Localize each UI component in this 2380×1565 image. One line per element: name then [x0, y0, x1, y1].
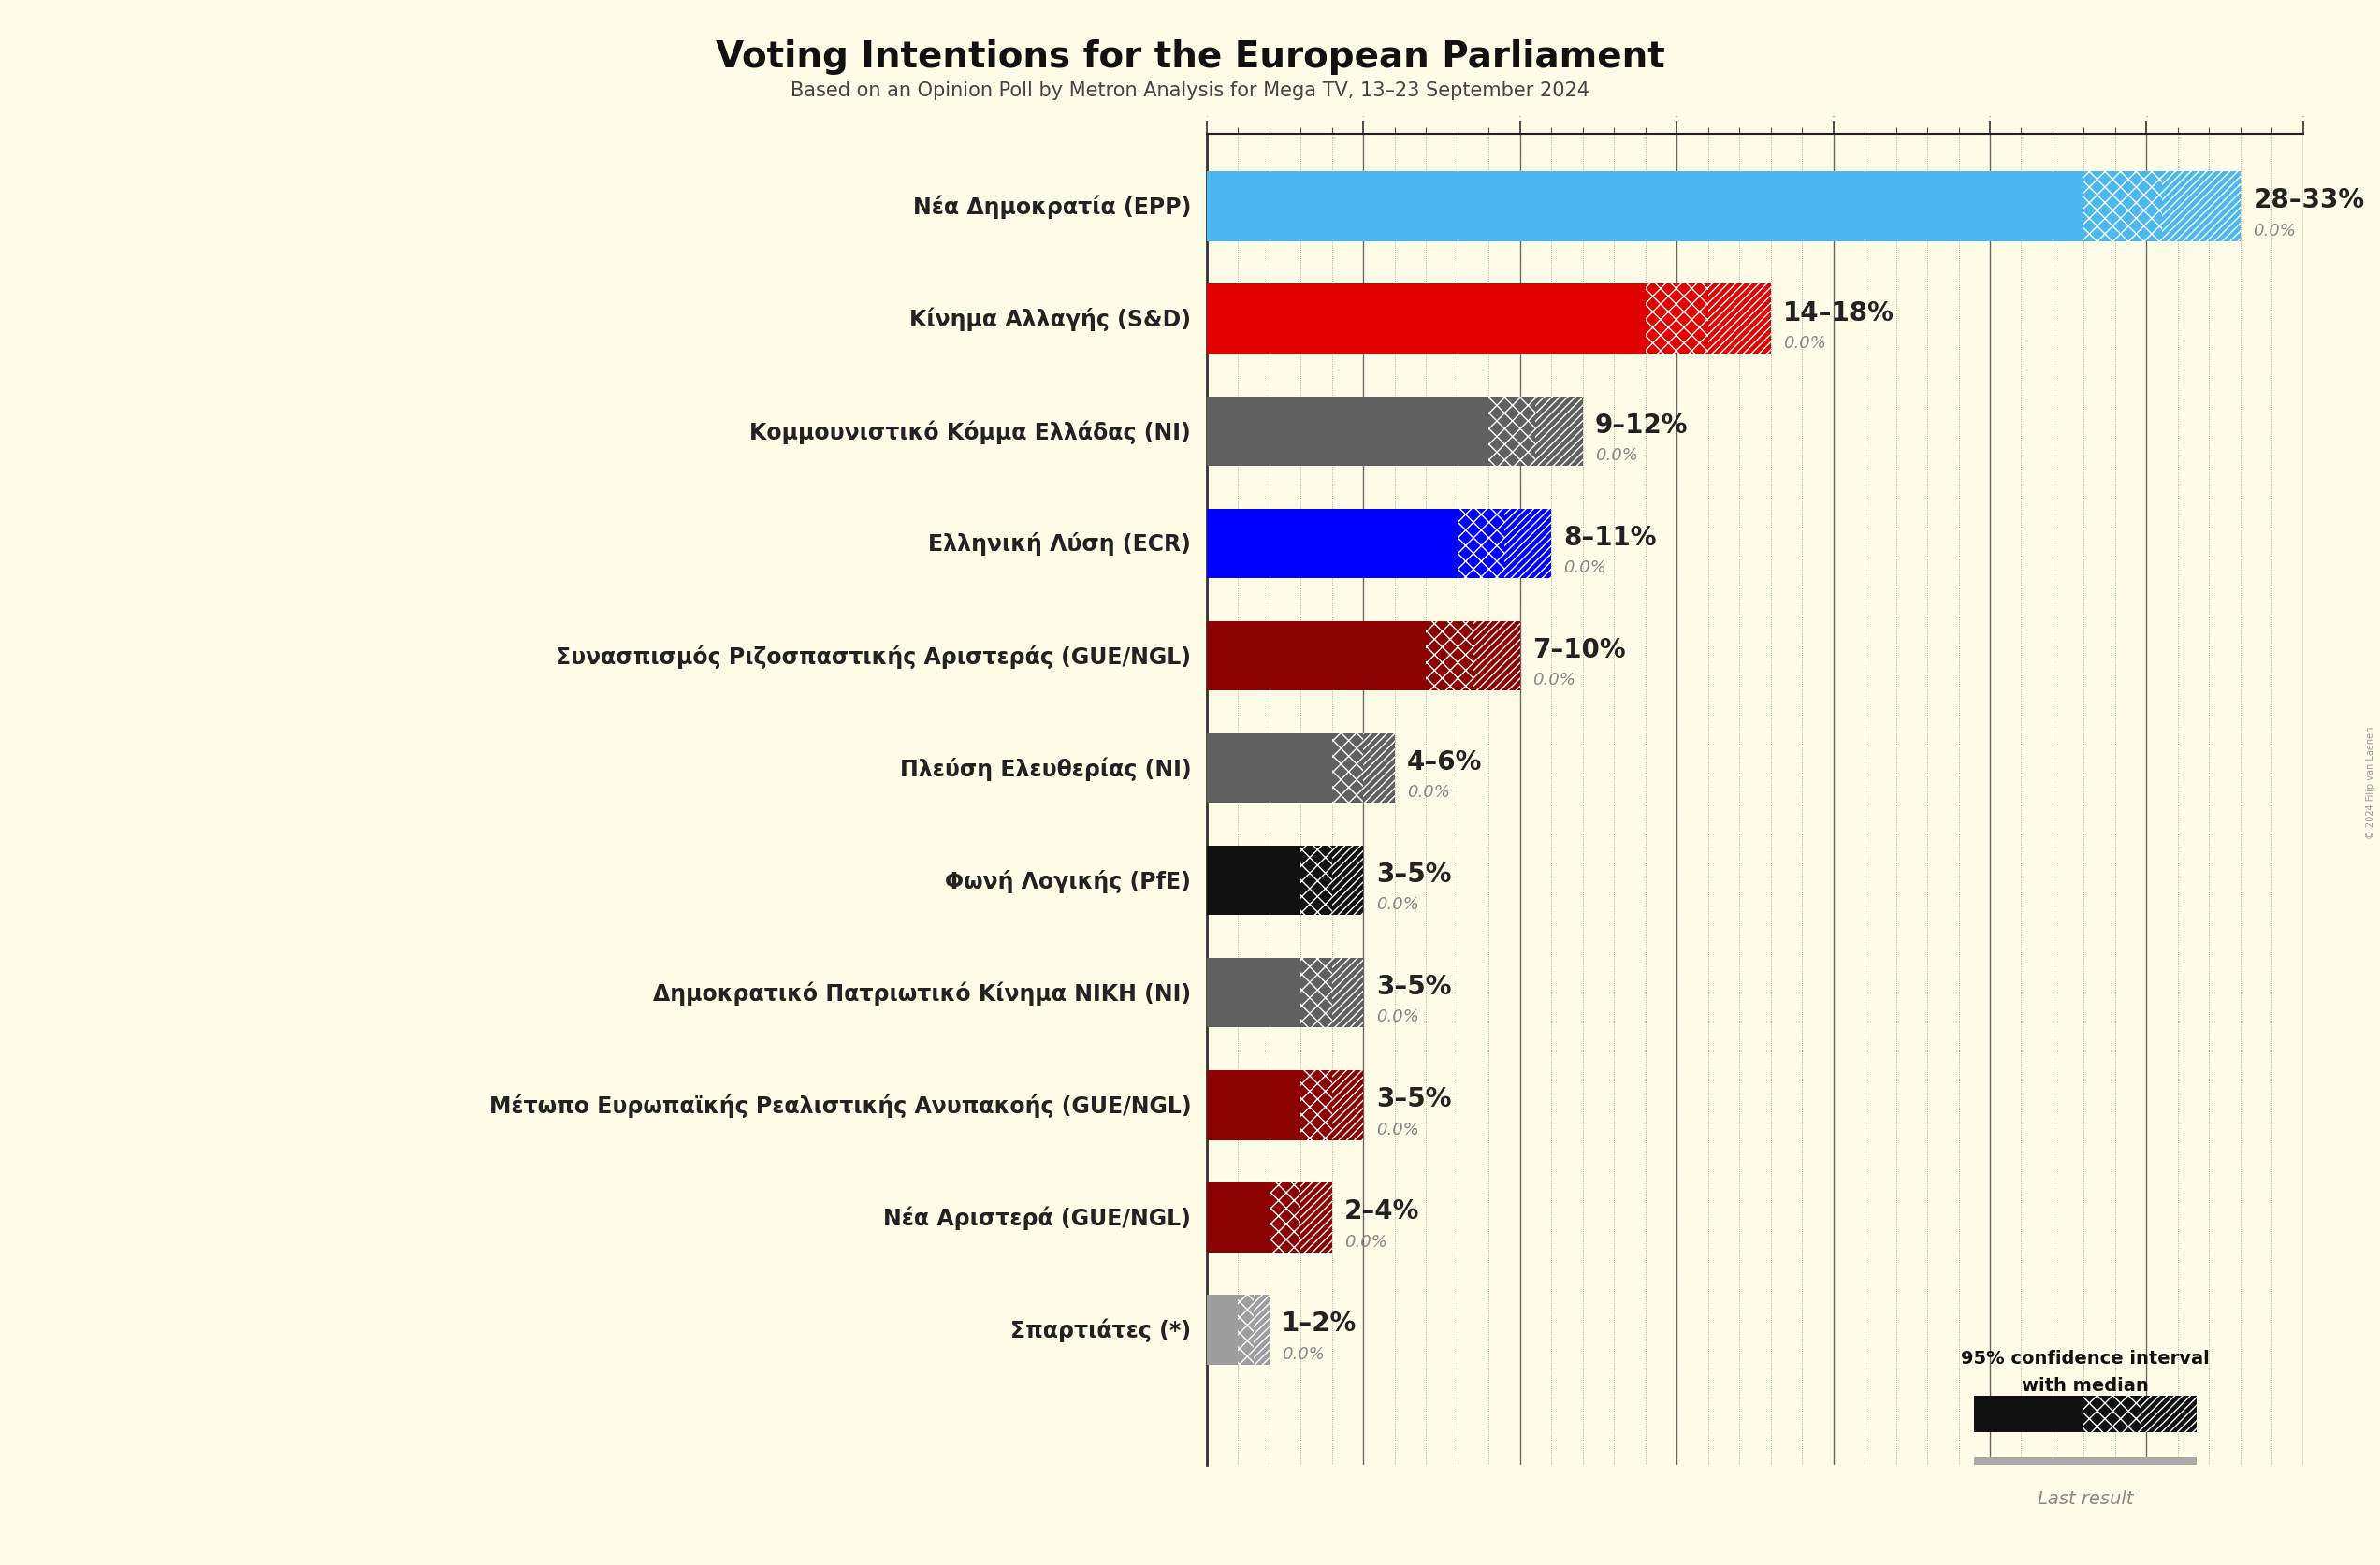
Text: 0.0%: 0.0%	[2254, 222, 2297, 239]
Bar	[1709, 285, 1771, 354]
Text: Voting Intentions for the European Parliament: Voting Intentions for the European Parli…	[716, 39, 1664, 75]
Bar	[1333, 847, 1364, 916]
Text: Κομμουνιστικό Κόμμα Ελλάδας (NI): Κομμουνιστικό Κόμμα Ελλάδας (NI)	[750, 419, 1190, 443]
Text: Συνασπισμός Ριζοσπαστικής Αριστεράς (GUE/NGL): Συνασπισμός Ριζοσπαστικής Αριστεράς (GUE…	[557, 645, 1190, 668]
Bar	[1207, 958, 1302, 1028]
Text: 4–6%: 4–6%	[1407, 748, 1483, 775]
Bar	[1975, 1457, 2197, 1479]
Bar	[2161, 172, 2240, 243]
Bar	[1207, 1070, 1302, 1141]
Text: 2–4%: 2–4%	[1345, 1197, 1421, 1224]
Bar	[1504, 509, 1552, 579]
Bar	[1207, 734, 1333, 803]
Bar	[2085, 172, 2161, 243]
Bar	[1473, 621, 1521, 692]
Text: 0.0%: 0.0%	[1345, 1233, 1388, 1249]
Bar	[1207, 398, 1488, 466]
Text: 0.0%: 0.0%	[1533, 671, 1576, 689]
Bar	[1488, 398, 1535, 466]
Text: 0.0%: 0.0%	[1376, 897, 1418, 912]
Bar	[1302, 958, 1333, 1028]
Text: 9–12%: 9–12%	[1595, 412, 1687, 438]
Text: 0.0%: 0.0%	[1376, 1121, 1418, 1138]
Text: 3–5%: 3–5%	[1376, 1086, 1452, 1111]
Text: 0.0%: 0.0%	[1407, 784, 1449, 801]
Text: Δημοκρατικό Πατριωτικό Κίνημα ΝΙΚΗ (NI): Δημοκρατικό Πατριωτικό Κίνημα ΝΙΚΗ (NI)	[652, 981, 1190, 1005]
Text: 0.0%: 0.0%	[1595, 448, 1637, 463]
Text: 28–33%: 28–33%	[2254, 188, 2363, 213]
Bar	[1302, 1070, 1333, 1141]
Text: 0.0%: 0.0%	[1283, 1344, 1326, 1362]
Text: 95% confidence interval: 95% confidence interval	[1961, 1349, 2209, 1366]
Bar	[1975, 1396, 2085, 1432]
Bar	[1207, 285, 1645, 354]
Bar	[1269, 1183, 1302, 1252]
Bar	[1333, 1070, 1364, 1141]
Text: 0.0%: 0.0%	[1564, 559, 1607, 576]
Bar	[1535, 398, 1583, 466]
Bar	[1254, 1296, 1269, 1365]
Bar	[2140, 1396, 2197, 1432]
Bar	[1302, 1183, 1333, 1252]
Text: Ελληνική Λύση (ECR): Ελληνική Λύση (ECR)	[928, 532, 1190, 556]
Bar	[1333, 734, 1364, 803]
Bar	[1207, 847, 1302, 916]
Text: Μέτωπο Ευρωπαϊκής Ρεαλιστικής Ανυπακοής (GUE/NGL): Μέτωπο Ευρωπαϊκής Ρεαλιστικής Ανυπακοής …	[488, 1094, 1190, 1117]
Text: © 2024 Filip van Laenen: © 2024 Filip van Laenen	[2366, 726, 2375, 839]
Bar	[1333, 958, 1364, 1028]
Bar	[1207, 509, 1457, 579]
Text: Based on an Opinion Poll by Metron Analysis for Mega TV, 13–23 September 2024: Based on an Opinion Poll by Metron Analy…	[790, 81, 1590, 100]
Bar	[1645, 285, 1709, 354]
Text: Κίνημα Αλλαγής (S&D): Κίνημα Αλλαγής (S&D)	[909, 308, 1190, 332]
Bar	[2085, 1396, 2140, 1432]
Bar	[1207, 1183, 1269, 1252]
Bar	[1207, 1296, 1238, 1365]
Text: Πλεύση Ελευθερίας (NI): Πλεύση Ελευθερίας (NI)	[900, 756, 1190, 781]
Bar	[1302, 847, 1333, 916]
Text: Last result: Last result	[2037, 1490, 2132, 1507]
Text: with median: with median	[2023, 1376, 2149, 1394]
Text: 8–11%: 8–11%	[1564, 524, 1656, 551]
Bar	[1238, 1296, 1254, 1365]
Bar	[1457, 509, 1504, 579]
Text: 3–5%: 3–5%	[1376, 861, 1452, 887]
Text: 1–2%: 1–2%	[1283, 1310, 1357, 1337]
Text: 0.0%: 0.0%	[1783, 335, 1825, 352]
Text: 7–10%: 7–10%	[1533, 637, 1626, 662]
Bar	[1364, 734, 1395, 803]
Text: Νέα Αριστερά (GUE/NGL): Νέα Αριστερά (GUE/NGL)	[883, 1205, 1190, 1230]
Text: 3–5%: 3–5%	[1376, 973, 1452, 1000]
Text: Φωνή Λογικής (PfE): Φωνή Λογικής (PfE)	[945, 869, 1190, 892]
Bar	[1207, 172, 2085, 243]
Text: Νέα Δημοκρατία (EPP): Νέα Δημοκρατία (EPP)	[914, 196, 1190, 219]
Text: Σπαρτιάτες (*): Σπαρτιάτες (*)	[1012, 1318, 1190, 1341]
Text: 14–18%: 14–18%	[1783, 299, 1894, 326]
Bar	[1207, 621, 1426, 692]
Bar	[1426, 621, 1473, 692]
Text: 0.0%: 0.0%	[1376, 1008, 1418, 1025]
